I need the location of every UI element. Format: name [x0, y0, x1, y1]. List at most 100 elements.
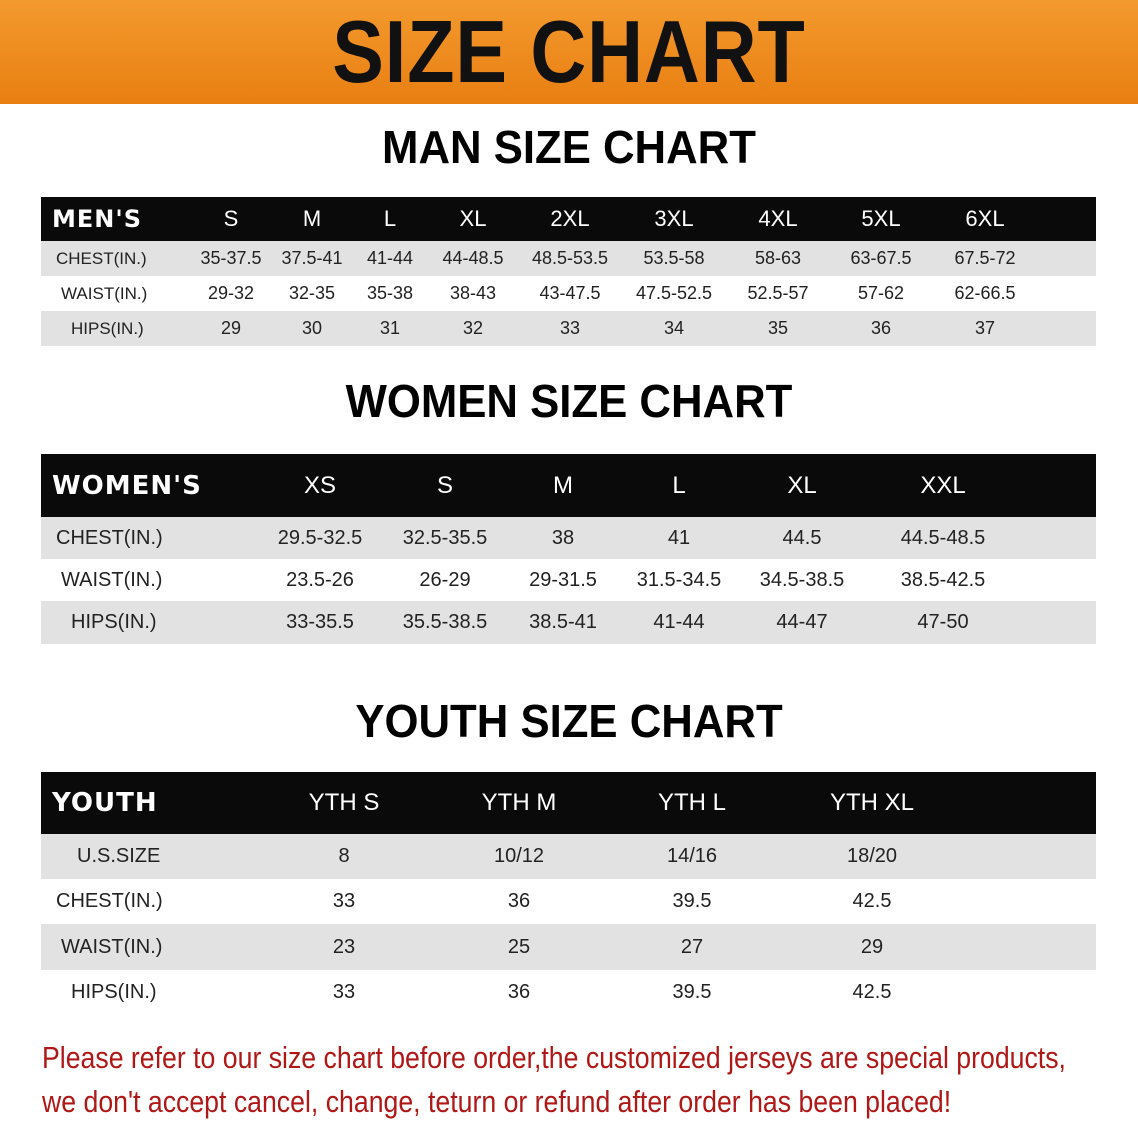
measurement-cell: 37 [974, 318, 996, 338]
measurement-cell: 32.5-35.5 [402, 526, 488, 549]
table-row: HIPS(IN.) 33-35.5 35.5-38.5 38.5-41 41-44 44-… [41, 601, 1096, 644]
measurement-cell: 35-38 [366, 283, 414, 303]
order-notice: Please refer to our size chart before or… [42, 1036, 1066, 1124]
row-label: CHEST(IN.) [56, 248, 147, 268]
table-row: CHEST(IN.) 33 36 39.5 42.5 [41, 879, 1096, 924]
measurement-cell: 38.5-41 [529, 611, 597, 633]
row-label: HIPS(IN.) [71, 611, 157, 633]
measurement-cell: 48.5-53.5 [531, 248, 609, 268]
size-column-header: XS [303, 471, 337, 499]
measurement-cell: 31 [379, 318, 401, 338]
measurement-cell: 23.5-26 [286, 568, 354, 591]
measurement-cell: 35-37.5 [200, 248, 262, 268]
size-column-header: M [553, 471, 573, 499]
measurement-cell: 57-62 [857, 283, 905, 303]
measurement-cell: 35.5-38.5 [402, 611, 488, 633]
size-column-header: S [436, 471, 454, 499]
measurement-cell: 38 [551, 526, 575, 549]
table-row: WAIST(IN.) 23 25 27 29 [41, 924, 1096, 970]
size-column-header: 5XL [861, 206, 901, 231]
measurement-cell: 33 [559, 318, 581, 338]
measurement-cell: 58-63 [754, 248, 802, 268]
measurement-cell: 44.5 [782, 526, 822, 549]
row-label: WAIST(IN.) [61, 283, 148, 303]
size-column-header: YTH S [308, 789, 380, 816]
header-label: WOMEN'S [52, 470, 202, 501]
size-column-header: 3XL [654, 206, 694, 231]
measurement-cell: 39.5 [672, 890, 712, 912]
measurement-cell: 53.5-58 [643, 248, 705, 268]
header-row: YOUTH YTH S YTH M YTH L YTH XL [41, 772, 1096, 834]
measurement-cell: 34 [663, 318, 685, 338]
measurement-cell: 29-31.5 [529, 568, 597, 591]
measurement-cell: 52.5-57 [747, 283, 809, 303]
measurement-cell: 47.5-52.5 [635, 283, 713, 303]
notice-line-2: we don't accept cancel, change, teturn o… [42, 1084, 952, 1119]
measurement-cell: 8 [338, 845, 350, 867]
row-label: HIPS(IN.) [71, 318, 144, 338]
measurement-cell: 39.5 [672, 981, 712, 1003]
row-label: HIPS(IN.) [71, 981, 157, 1003]
size-column-header: L [672, 471, 686, 499]
size-column-header: S [223, 206, 239, 231]
banner: SIZE CHART [0, 0, 1138, 104]
measurement-cell: 38.5-42.5 [900, 568, 986, 591]
measurement-cell: 33-35.5 [286, 611, 354, 633]
measurement-cell: 26-29 [419, 568, 471, 591]
measurement-cell: 44-47 [776, 611, 828, 633]
measurement-cell: 37.5-41 [281, 248, 343, 268]
measurement-cell: 32-35 [288, 283, 336, 303]
size-column-header: 6XL [965, 206, 1005, 231]
measurement-cell: 27 [680, 935, 704, 958]
measurement-cell: 29-32 [207, 283, 255, 303]
measurement-cell: 36 [507, 890, 531, 912]
banner-title: SIZE CHART [332, 2, 806, 101]
size-column-header: M [302, 206, 322, 231]
measurement-cell: 41-44 [366, 248, 414, 268]
measurement-cell: 10/12 [493, 845, 545, 867]
size-column-header: XXL [920, 471, 966, 499]
measurement-cell: 47-50 [917, 611, 969, 633]
measurement-cell: 62-66.5 [954, 283, 1016, 303]
measurement-cell: 41-44 [653, 611, 705, 633]
measurement-cell: 41 [667, 526, 691, 549]
row-label: CHEST(IN.) [56, 890, 163, 912]
table-row: U.S.SIZE 8 10/12 14/16 18/20 [41, 834, 1096, 879]
measurement-cell: 42.5 [852, 890, 892, 912]
measurement-cell: 67.5-72 [954, 248, 1016, 268]
header-label: YOUTH [52, 788, 158, 818]
measurement-cell: 34.5-38.5 [759, 568, 845, 591]
measurement-cell: 63-67.5 [850, 248, 912, 268]
measurement-cell: 42.5 [852, 981, 892, 1003]
size-column-header: XL [459, 206, 487, 231]
measurement-cell: 43-47.5 [539, 283, 601, 303]
measurement-cell: 38-43 [449, 283, 497, 303]
table-row: HIPS(IN.) 33 36 39.5 42.5 [41, 970, 1096, 1015]
size-column-header: 4XL [758, 206, 798, 231]
size-column-header: YTH L [657, 789, 727, 816]
measurement-cell: 36 [870, 318, 892, 338]
size-column-header: YTH M [481, 789, 557, 816]
measurement-cell: 25 [507, 935, 531, 958]
measurement-cell: 23 [332, 935, 356, 958]
youth-section-title: YOUTH SIZE CHART [355, 695, 783, 747]
row-label: U.S.SIZE [77, 845, 161, 867]
measurement-cell: 32 [462, 318, 484, 338]
table-row: CHEST(IN.) 29.5-32.5 32.5-35.5 38 41 44.5 44.5… [41, 517, 1096, 559]
notice-line-1: Please refer to our size chart before or… [42, 1040, 1066, 1075]
men-section-title: MAN SIZE CHART [382, 121, 756, 173]
header-row: MEN'S S M L XL 2XL 3XL 4XL 5XL 6XL [41, 197, 1096, 241]
measurement-cell: 33 [332, 981, 356, 1003]
women-section-title: WOMEN SIZE CHART [345, 375, 793, 427]
measurement-cell: 14/16 [666, 845, 718, 867]
measurement-cell: 33 [332, 890, 356, 912]
table-row: HIPS(IN.) 29 30 31 32 33 34 35 36 37 [41, 311, 1096, 346]
header-row: WOMEN'S XS S M L XL XXL [41, 454, 1096, 517]
measurement-cell: 29.5-32.5 [277, 526, 363, 549]
table-row: WAIST(IN.) 29-32 32-35 35-38 38-43 43-47.5 47.… [41, 276, 1096, 311]
measurement-cell: 31.5-34.5 [636, 568, 722, 591]
measurement-cell: 18/20 [846, 845, 898, 867]
size-column-header: 2XL [550, 206, 590, 231]
size-column-header: YTH XL [829, 789, 915, 816]
table-row: CHEST(IN.) 35-37.5 37.5-41 41-44 44-48.5 48.5… [41, 241, 1096, 276]
